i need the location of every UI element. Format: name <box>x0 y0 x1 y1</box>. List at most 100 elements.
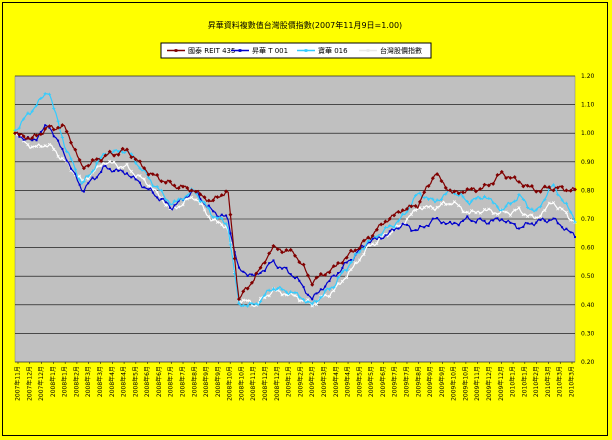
x-tick-label: 2009年12月 <box>497 366 505 401</box>
x-tick-label: 2008年7月 <box>179 366 187 397</box>
data-point <box>370 242 375 246</box>
data-point <box>219 193 224 198</box>
data-point <box>185 193 189 198</box>
data-point <box>504 176 509 181</box>
data-point <box>306 299 310 304</box>
data-point <box>267 294 271 298</box>
data-point <box>337 272 340 275</box>
data-point <box>241 298 245 302</box>
y-tick-label: 0.40 <box>581 302 595 309</box>
data-point <box>435 198 439 202</box>
data-point <box>64 129 69 134</box>
data-point <box>414 193 418 198</box>
data-point <box>18 135 21 138</box>
data-point <box>431 217 434 220</box>
data-point <box>242 270 245 273</box>
data-point <box>185 197 189 201</box>
x-tick-label: 2008年5月 <box>131 366 139 397</box>
data-point <box>555 185 560 190</box>
x-tick-label: 2009年7月 <box>391 366 399 397</box>
data-point <box>138 181 141 184</box>
data-point <box>276 266 279 269</box>
data-point <box>44 124 47 127</box>
data-point <box>288 247 293 252</box>
x-tick-label: 2008年3月 <box>84 366 92 397</box>
data-point <box>491 181 496 186</box>
data-point <box>358 250 362 254</box>
data-point <box>284 248 289 252</box>
data-point <box>56 154 60 158</box>
data-point <box>100 170 103 173</box>
data-point <box>388 223 392 228</box>
data-point <box>133 157 138 162</box>
data-point <box>263 269 266 272</box>
data-point <box>47 124 52 129</box>
data-point <box>207 204 210 207</box>
data-point <box>569 210 573 214</box>
data-point <box>401 212 405 216</box>
data-point <box>301 262 306 267</box>
data-point <box>431 206 435 210</box>
data-point <box>228 212 233 217</box>
data-point <box>314 302 319 307</box>
data-point <box>74 172 77 175</box>
data-point <box>104 164 107 167</box>
x-tick-label: 2008年7月 <box>167 366 175 397</box>
data-point <box>336 260 341 265</box>
x-tick-label: 2007年12月 <box>25 366 33 401</box>
data-point <box>482 194 487 199</box>
data-point <box>430 176 435 181</box>
data-point <box>47 92 52 96</box>
data-point <box>250 301 254 306</box>
data-point <box>198 200 202 204</box>
data-point <box>387 216 392 221</box>
x-tick-label: 2008年9月 <box>214 366 222 397</box>
data-point <box>362 252 366 256</box>
data-point <box>52 135 55 138</box>
data-point <box>285 266 288 269</box>
data-point <box>505 221 508 224</box>
data-point <box>52 106 56 111</box>
data-point <box>87 182 90 185</box>
legend-label-3: 台灣股價指數 <box>380 46 422 55</box>
data-point <box>473 189 478 194</box>
data-point <box>90 169 95 173</box>
data-point <box>504 204 508 208</box>
data-point <box>319 295 323 299</box>
data-point <box>461 210 465 214</box>
data-point <box>564 210 568 215</box>
data-point <box>513 208 517 212</box>
data-point <box>275 247 280 252</box>
data-point <box>405 217 409 221</box>
data-point <box>340 279 344 283</box>
data-point <box>176 186 181 191</box>
data-point <box>414 229 417 232</box>
data-point <box>56 119 60 123</box>
x-tick-label: 2008年10月 <box>237 366 245 401</box>
data-point <box>297 299 301 303</box>
data-point <box>513 223 516 226</box>
data-point <box>491 201 495 205</box>
data-point <box>375 237 378 240</box>
data-point <box>43 144 47 148</box>
data-point <box>142 166 147 171</box>
legend-label-2: 寶華 016 <box>318 46 348 55</box>
data-point <box>142 177 146 181</box>
data-point <box>423 226 426 229</box>
data-point <box>492 219 495 222</box>
data-point <box>60 123 65 128</box>
data-point <box>246 299 250 303</box>
y-tick-label: 1.00 <box>581 130 595 137</box>
data-point <box>39 144 43 149</box>
data-point <box>350 258 352 261</box>
legend-marker-0 <box>174 49 178 52</box>
data-point <box>70 167 72 170</box>
y-tick-label: 0.20 <box>581 359 595 366</box>
data-point <box>465 199 469 204</box>
data-point <box>344 255 349 260</box>
data-point <box>155 173 160 178</box>
x-tick-label: 2008年8月 <box>190 366 198 397</box>
data-point <box>552 217 555 220</box>
y-tick-label: 1.10 <box>581 102 595 109</box>
data-point <box>211 215 215 219</box>
